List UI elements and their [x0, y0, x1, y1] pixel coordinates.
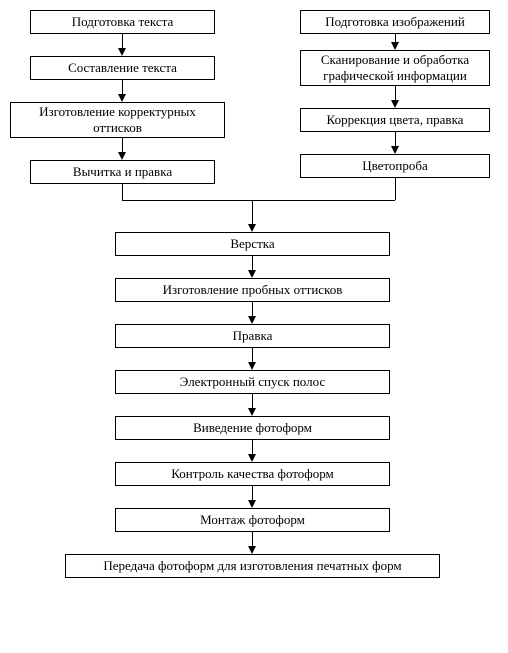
- flow-node-label: Изготовление корректурных оттисков: [17, 104, 218, 135]
- flow-arrowhead: [391, 146, 399, 154]
- flow-arrowhead: [248, 224, 256, 232]
- flow-edge: [252, 486, 253, 500]
- flow-node-m3: Правка: [115, 324, 390, 348]
- flow-node-l1: Подготовка текста: [30, 10, 215, 34]
- flow-node-m7: Монтаж фотоформ: [115, 508, 390, 532]
- flow-arrowhead: [248, 270, 256, 278]
- flow-edge: [395, 132, 396, 146]
- flow-node-label: Подготовка текста: [72, 14, 174, 30]
- flow-node-m8: Передача фотоформ для изготовления печат…: [65, 554, 440, 578]
- flow-edge: [122, 34, 123, 48]
- flow-arrowhead: [118, 48, 126, 56]
- flow-arrowhead: [248, 362, 256, 370]
- flow-edge: [252, 394, 253, 408]
- flow-node-m6: Контроль качества фотоформ: [115, 462, 390, 486]
- flow-node-l2: Составление текста: [30, 56, 215, 80]
- flow-arrowhead: [248, 408, 256, 416]
- flow-arrowhead: [391, 42, 399, 50]
- flow-node-label: Монтаж фотоформ: [200, 512, 305, 528]
- flow-arrowhead: [118, 152, 126, 160]
- flow-node-m1: Верстка: [115, 232, 390, 256]
- flow-node-label: Изготовление пробных оттисков: [163, 282, 343, 298]
- flow-edge: [122, 80, 123, 94]
- flow-node-label: Правка: [233, 328, 273, 344]
- flow-arrowhead: [248, 500, 256, 508]
- flow-edge: [395, 86, 396, 100]
- flow-node-label: Подготовка изображений: [325, 14, 465, 30]
- flow-node-m4: Электронный спуск полос: [115, 370, 390, 394]
- flow-arrowhead: [118, 94, 126, 102]
- flow-edge: [252, 440, 253, 454]
- flow-merge-bar: [122, 200, 395, 201]
- flow-node-m2: Изготовление пробных оттисков: [115, 278, 390, 302]
- flow-node-label: Сканирование и обработка графической инф…: [307, 52, 483, 83]
- flow-node-label: Коррекция цвета, правка: [327, 112, 464, 128]
- flow-edge: [252, 348, 253, 362]
- flow-node-r2: Сканирование и обработка графической инф…: [300, 50, 490, 86]
- flow-connector: [395, 178, 396, 200]
- flow-node-label: Электронный спуск полос: [180, 374, 325, 390]
- flow-node-r1: Подготовка изображений: [300, 10, 490, 34]
- flow-node-label: Вычитка и правка: [73, 164, 172, 180]
- flow-edge: [122, 138, 123, 152]
- flow-node-r3: Коррекция цвета, правка: [300, 108, 490, 132]
- flow-node-r4: Цветопроба: [300, 154, 490, 178]
- flow-node-label: Верстка: [230, 236, 274, 252]
- flow-node-m5: Виведение фотоформ: [115, 416, 390, 440]
- flow-node-l3: Изготовление корректурных оттисков: [10, 102, 225, 138]
- flow-connector: [122, 184, 123, 200]
- flow-edge: [252, 302, 253, 316]
- flow-arrowhead: [391, 100, 399, 108]
- flow-edge: [252, 532, 253, 546]
- flow-node-label: Цветопроба: [362, 158, 428, 174]
- flow-node-label: Составление текста: [68, 60, 177, 76]
- flow-arrowhead: [248, 546, 256, 554]
- flow-arrowhead: [248, 316, 256, 324]
- flow-edge: [252, 200, 253, 224]
- flow-edge: [395, 34, 396, 42]
- flow-edge: [252, 256, 253, 270]
- flow-arrowhead: [248, 454, 256, 462]
- flow-node-label: Виведение фотоформ: [193, 420, 312, 436]
- flow-node-label: Контроль качества фотоформ: [171, 466, 333, 482]
- flow-node-l4: Вычитка и правка: [30, 160, 215, 184]
- flow-node-label: Передача фотоформ для изготовления печат…: [103, 558, 401, 574]
